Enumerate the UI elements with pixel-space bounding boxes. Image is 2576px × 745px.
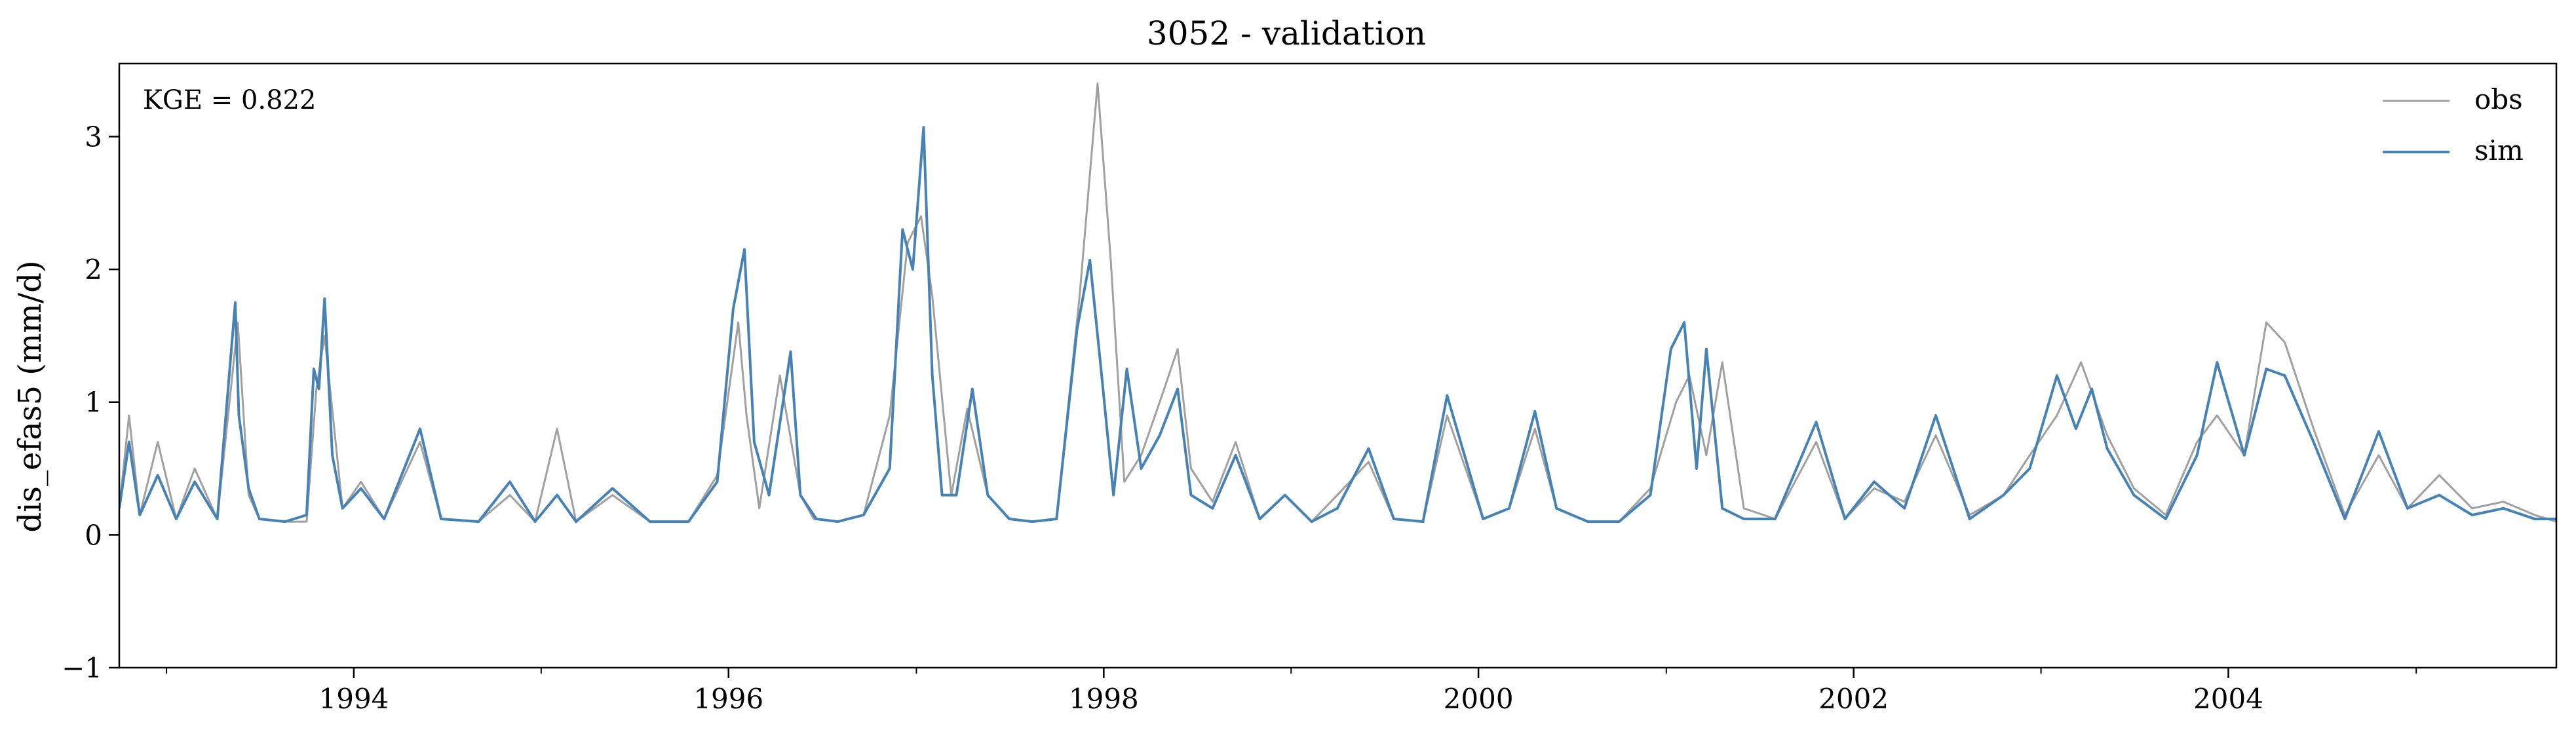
x-tick-label: 1996	[693, 683, 763, 715]
x-tick-label: 2004	[2193, 683, 2263, 715]
x-tick-label: 1994	[319, 683, 389, 715]
legend: obs sim	[2383, 83, 2524, 166]
axes: 1994 1996 1998 2000 2002 2004 −1 0 1 2 3	[62, 121, 2417, 715]
y-tick-label: 3	[85, 121, 102, 153]
x-tick-label: 2000	[1444, 683, 1514, 715]
y-tick-label: 2	[85, 254, 102, 286]
kge-annotation: KGE = 0.822	[143, 85, 317, 115]
series-lines	[119, 82, 2556, 524]
y-axis-label: dis_efas5 (mm/d)	[12, 260, 48, 532]
y-tick-label: 1	[85, 387, 102, 419]
chart-title: 3052 - validation	[1147, 14, 1426, 52]
x-tick-label: 1998	[1069, 683, 1139, 715]
series-line-obs	[119, 82, 2556, 523]
plot-area	[119, 82, 2556, 524]
series-line-sim	[119, 126, 2556, 524]
y-tick-label: −1	[62, 652, 102, 684]
legend-label-sim: sim	[2474, 134, 2524, 166]
plot-frame	[118, 62, 2558, 669]
legend-label-obs: obs	[2474, 83, 2523, 115]
x-tick-label: 2002	[1818, 683, 1889, 715]
y-tick-label: 0	[85, 519, 102, 551]
